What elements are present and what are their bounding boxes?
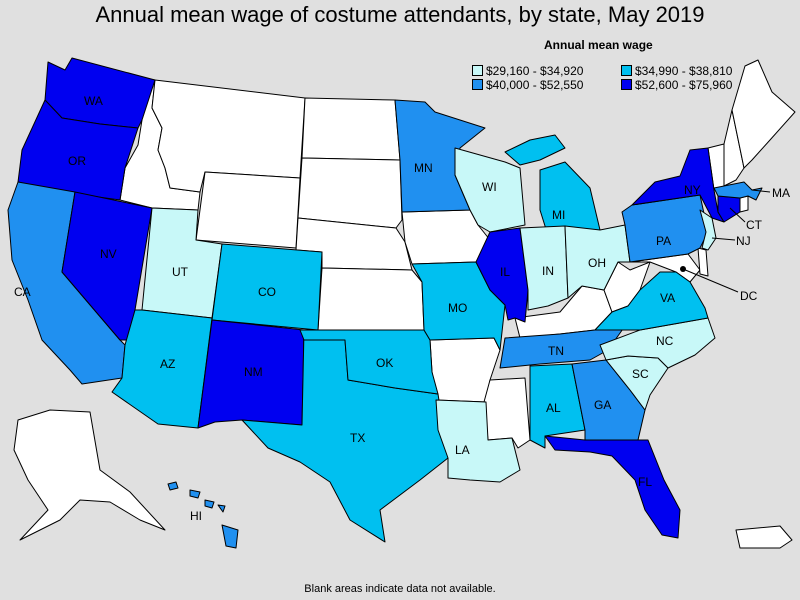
label-WI: WI: [482, 180, 497, 194]
state-MS[interactable]: [483, 377, 531, 449]
legend-title: Annual mean wage: [544, 38, 653, 52]
legend-swatch: [472, 79, 483, 90]
label-OH: OH: [588, 256, 606, 270]
legend-label: $40,000 - $52,550: [486, 78, 584, 92]
label-PA: PA: [656, 234, 671, 248]
state-NJ[interactable]: [699, 209, 717, 251]
label-CT: CT: [746, 218, 763, 232]
label-SC: SC: [632, 367, 649, 381]
ma-leader: [751, 189, 771, 193]
label-AL: AL: [546, 401, 561, 415]
label-MN: MN: [414, 161, 433, 175]
nj-leader: [711, 237, 736, 241]
label-OR: OR: [68, 154, 86, 168]
state-VA[interactable]: [594, 271, 709, 331]
label-MI: MI: [552, 208, 565, 222]
state-PR[interactable]: [735, 525, 793, 549]
label-NV: NV: [100, 247, 117, 261]
state-MA[interactable]: [713, 181, 763, 201]
label-FL: FL: [638, 475, 652, 489]
label-NJ: NJ: [736, 234, 751, 248]
label-LA: LA: [455, 443, 470, 457]
label-WA: WA: [84, 94, 103, 108]
state-OH[interactable]: [564, 224, 631, 299]
label-OK: OK: [376, 356, 393, 370]
state-RI[interactable]: [739, 195, 749, 213]
label-MO: MO: [448, 301, 467, 315]
label-MA: MA: [772, 186, 790, 200]
state-FL[interactable]: [544, 435, 681, 539]
legend-item-tier1: $29,160 - $34,920: [472, 64, 583, 78]
state-ME[interactable]: [731, 59, 796, 169]
label-NM: NM: [244, 365, 263, 379]
legend-swatch: [621, 79, 632, 90]
state-DE[interactable]: [697, 247, 709, 277]
state-CT[interactable]: [717, 195, 741, 223]
legend-swatch: [621, 65, 632, 76]
legend-swatch: [472, 65, 483, 76]
state-WY[interactable]: [195, 171, 301, 249]
legend-label: $34,990 - $38,810: [635, 64, 733, 78]
map-title: Annual mean wage of costume attendants, …: [95, 2, 705, 27]
label-CO: CO: [258, 285, 276, 299]
label-UT: UT: [172, 265, 189, 279]
legend-label: $29,160 - $34,920: [486, 64, 584, 78]
label-IL: IL: [500, 265, 510, 279]
footnote: Blank areas indicate data not available.: [304, 583, 496, 595]
state-OR[interactable]: [17, 99, 139, 201]
state-KS[interactable]: [317, 267, 425, 331]
state-LA[interactable]: [435, 399, 521, 483]
label-IN: IN: [542, 264, 554, 278]
state-HI[interactable]: [167, 481, 239, 549]
label-GA: GA: [594, 398, 611, 412]
dc-leader: [682, 268, 739, 293]
state-NH[interactable]: [723, 109, 745, 187]
state-MT[interactable]: [151, 79, 306, 193]
legend-item-tier3: $40,000 - $52,550: [472, 78, 583, 92]
state-AK[interactable]: [13, 409, 166, 541]
label-TN: TN: [548, 344, 564, 358]
label-NY: NY: [684, 183, 701, 197]
label-HI: HI: [190, 509, 202, 523]
state-SD[interactable]: [297, 157, 403, 229]
legend-label: $52,600 - $75,960: [635, 78, 733, 92]
label-AZ: AZ: [160, 357, 175, 371]
legend-item-tier4: $52,600 - $75,960: [621, 78, 732, 92]
label-DC: DC: [740, 289, 758, 303]
label-NC: NC: [656, 334, 674, 348]
label-VA: VA: [660, 291, 675, 305]
state-NY[interactable]: [631, 147, 725, 223]
label-TX: TX: [350, 431, 365, 445]
state-ND[interactable]: [301, 97, 401, 161]
label-CA: CA: [14, 285, 31, 299]
legend-item-tier2: $34,990 - $38,810: [621, 64, 732, 78]
ct-leader: [729, 207, 746, 223]
